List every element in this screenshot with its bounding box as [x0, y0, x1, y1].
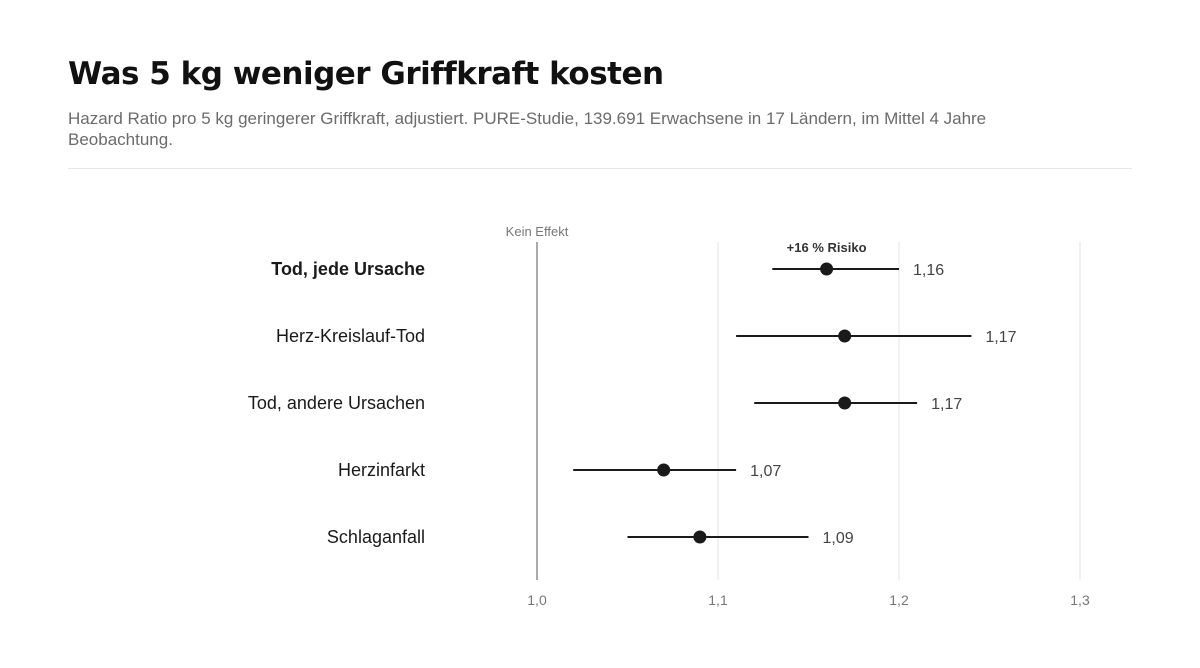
header-divider: [68, 168, 1132, 169]
x-tick-label: 1,0: [527, 592, 547, 608]
annotation-label: +16 % Risiko: [787, 240, 867, 255]
category-label: Herzinfarkt: [338, 460, 425, 480]
value-label: 1,07: [750, 463, 781, 480]
value-label: 1,17: [985, 329, 1016, 346]
point-estimate: [820, 262, 834, 276]
category-label: Herz-Kreislauf-Tod: [276, 326, 425, 346]
point-estimate: [693, 530, 707, 544]
value-label: 1,09: [823, 530, 854, 547]
value-label: 1,16: [913, 262, 944, 279]
point-estimate: [838, 396, 852, 410]
value-label: 1,17: [931, 396, 962, 413]
x-tick-label: 1,1: [708, 592, 728, 608]
category-label: Schlaganfall: [327, 527, 425, 547]
point-estimate: [657, 463, 671, 477]
x-tick-label: 1,2: [889, 592, 909, 608]
category-label: Tod, andere Ursachen: [248, 393, 425, 413]
reference-line-label: Kein Effekt: [506, 224, 569, 239]
x-tick-label: 1,3: [1070, 592, 1090, 608]
chart-subtitle: Hazard Ratio pro 5 kg geringerer Griffkr…: [68, 109, 987, 149]
category-label: Tod, jede Ursache: [271, 259, 425, 279]
point-estimate: [838, 329, 852, 343]
chart-title: Was 5 kg weniger Griffkraft kosten: [68, 56, 664, 92]
